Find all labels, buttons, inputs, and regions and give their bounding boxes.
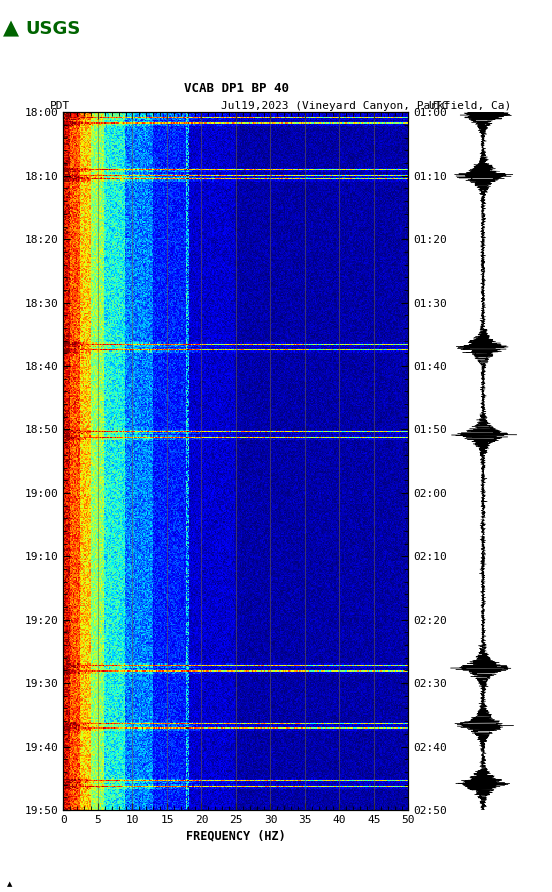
Text: Jul19,2023 (Vineyard Canyon, Parkfield, Ca): Jul19,2023 (Vineyard Canyon, Parkfield, … (221, 101, 511, 111)
Text: UTC: UTC (429, 101, 449, 111)
Text: VCAB DP1 BP 40: VCAB DP1 BP 40 (184, 82, 289, 95)
Text: ▲: ▲ (3, 19, 19, 38)
Text: USGS: USGS (26, 20, 81, 37)
X-axis label: FREQUENCY (HZ): FREQUENCY (HZ) (186, 829, 286, 842)
Text: ▲: ▲ (7, 880, 12, 887)
Text: PDT: PDT (50, 101, 70, 111)
